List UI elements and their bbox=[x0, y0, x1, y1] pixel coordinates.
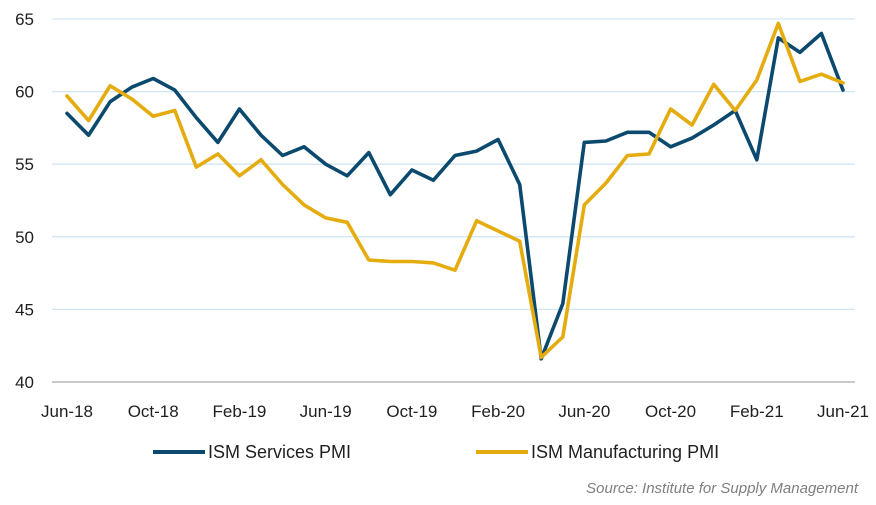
y-axis-ticks: 40 45 50 55 60 65 bbox=[15, 10, 34, 392]
y-tick-label: 45 bbox=[15, 300, 34, 319]
x-tick-label: Jun-21 bbox=[817, 402, 869, 421]
y-tick-label: 60 bbox=[15, 83, 34, 102]
x-tick-label: Oct-18 bbox=[128, 402, 179, 421]
y-tick-label: 50 bbox=[15, 228, 34, 247]
gridlines bbox=[52, 18, 855, 311]
x-tick-label: Feb-19 bbox=[213, 402, 267, 421]
x-tick-label: Jun-20 bbox=[558, 402, 610, 421]
x-axis-ticks: Jun-18 Oct-18 Feb-19 Jun-19 Oct-19 Feb-20 Jun-… bbox=[41, 402, 869, 421]
x-tick-label: Feb-20 bbox=[471, 402, 525, 421]
source-note: Source: Institute for Supply Management bbox=[586, 480, 858, 497]
y-tick-label: 55 bbox=[15, 155, 34, 174]
legend: ISM Services PMI ISM Manufacturing PMI bbox=[153, 442, 719, 462]
x-tick-label: Jun-18 bbox=[41, 402, 93, 421]
series-line-manufacturing bbox=[65, 21, 845, 360]
legend-label: ISM Manufacturing PMI bbox=[531, 442, 719, 462]
series-lines bbox=[65, 21, 845, 361]
y-tick-label: 40 bbox=[15, 373, 34, 392]
series-line-services bbox=[65, 31, 845, 361]
legend-label: ISM Services PMI bbox=[208, 442, 351, 462]
x-tick-label: Feb-21 bbox=[730, 402, 784, 421]
x-tick-label: Jun-19 bbox=[300, 402, 352, 421]
y-tick-label: 65 bbox=[15, 10, 34, 29]
x-tick-label: Oct-20 bbox=[645, 402, 696, 421]
x-tick-label: Oct-19 bbox=[386, 402, 437, 421]
